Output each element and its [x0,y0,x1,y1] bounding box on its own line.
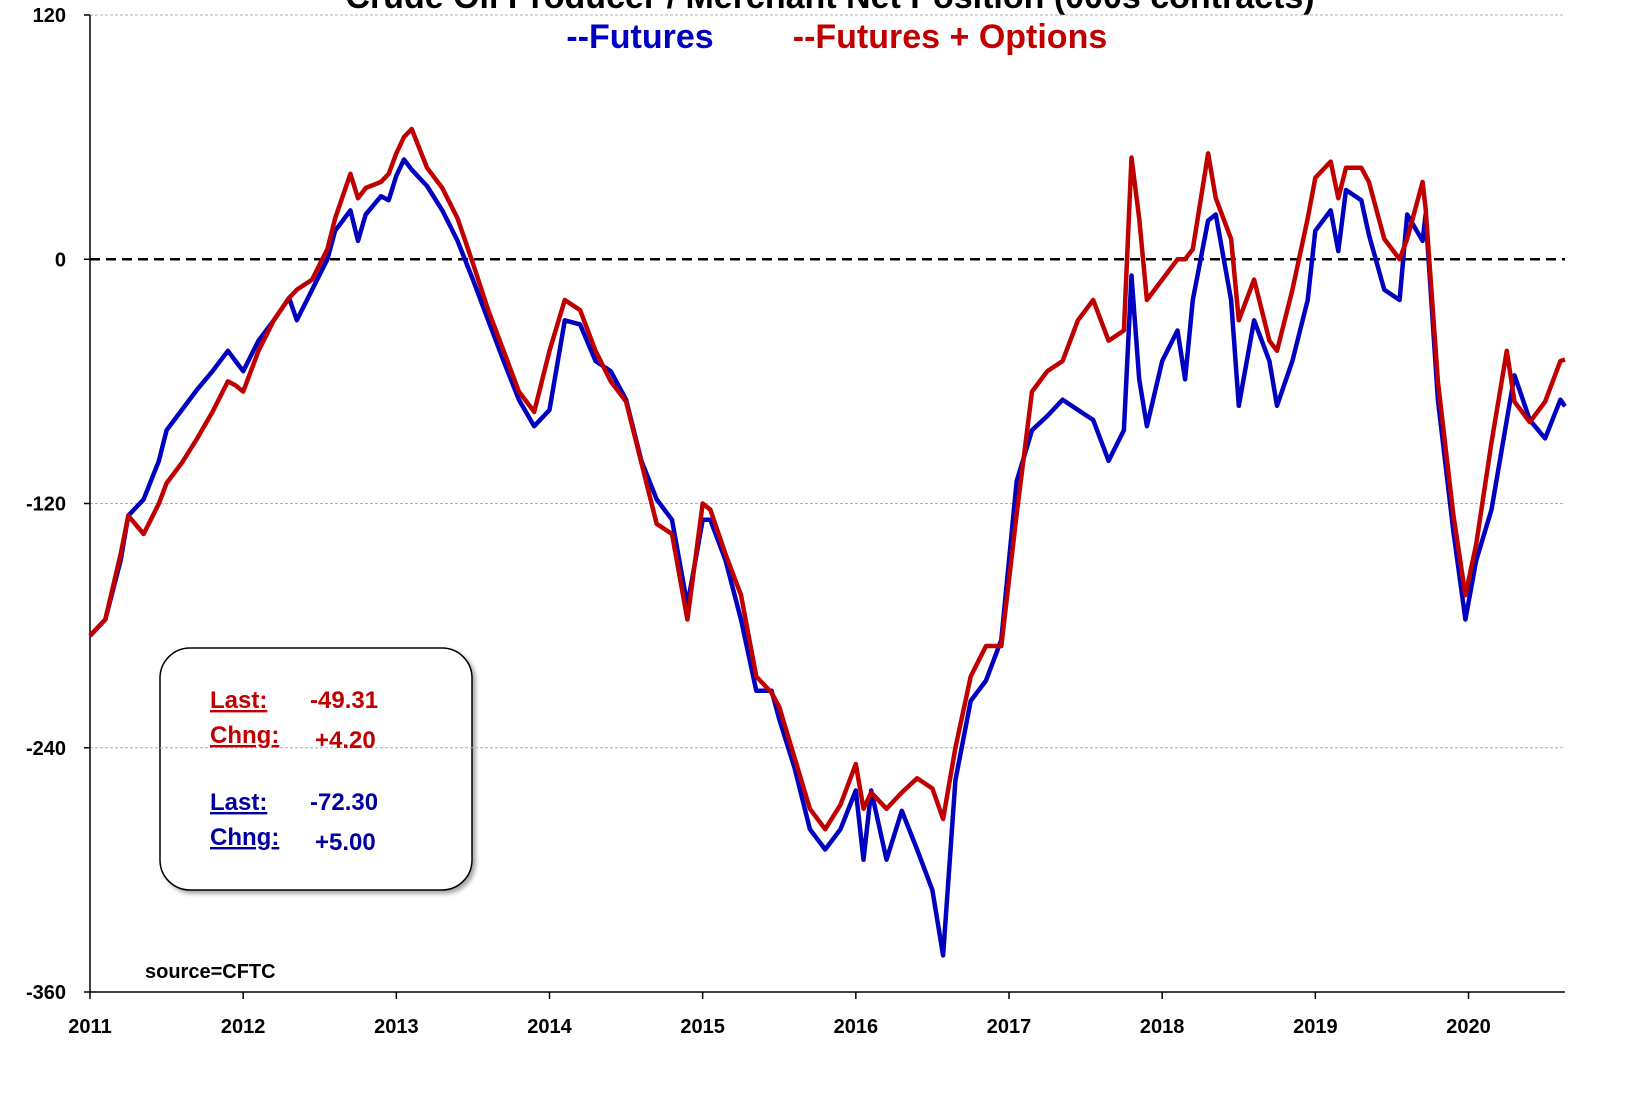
x-tick-label: 2012 [221,1016,266,1038]
info-value: -72.30 [310,789,378,816]
info-value: +5.00 [315,829,376,856]
info-value: +4.20 [315,727,376,754]
y-tick-label: -120 [26,494,66,516]
legend-entry: --Futures + Options [793,18,1108,56]
x-tick-label: 2017 [987,1016,1032,1038]
y-tick-label: -240 [26,738,66,760]
legend-entry: --Futures [566,18,713,56]
series-line [88,126,1566,832]
info-box [159,647,473,891]
x-tick-label: 2018 [1140,1016,1185,1038]
x-tick-label: 2011 [68,1016,111,1038]
info-label: Last: [210,789,267,816]
x-tick-label: 2015 [680,1016,725,1038]
info-value: -49.31 [310,687,378,714]
info-label: Chng: [210,722,279,749]
y-tick-label: -360 [26,982,66,1004]
source-note: source=CFTC [145,961,276,983]
x-tick-label: 2013 [374,1016,419,1038]
x-tick-label: 2020 [1446,1016,1491,1038]
info-label: Chng: [210,824,279,851]
x-tick-label: 2019 [1293,1016,1338,1038]
x-tick-label: 2016 [834,1016,879,1038]
x-tick-label: 2014 [527,1016,572,1038]
info-label: Last: [210,687,267,714]
y-tick-label: 120 [33,5,66,27]
series-line [88,157,1567,958]
chart-title: Crude Oil Producer / Merchant Net Positi… [345,0,1314,16]
y-tick-label: 0 [55,249,66,271]
